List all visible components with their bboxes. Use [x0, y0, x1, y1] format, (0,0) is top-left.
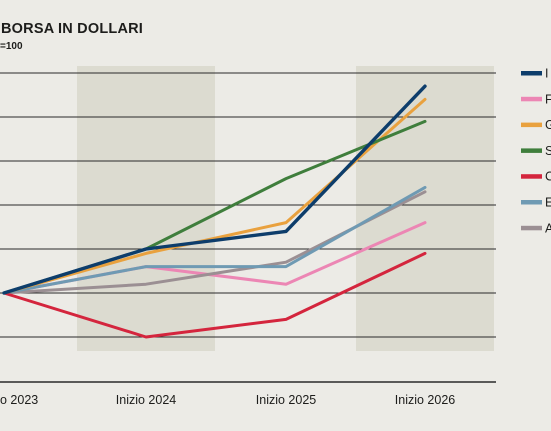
shaded-band [77, 66, 215, 351]
legend-swatch [521, 122, 542, 128]
shaded-band [356, 66, 494, 351]
chart-subtitle: =100 [0, 41, 23, 52]
series-line-e [2, 185, 427, 295]
legend-label: E [545, 196, 551, 210]
series-line-i [2, 84, 427, 295]
series-lines [2, 84, 427, 339]
legend-label: G [545, 118, 551, 132]
legend-swatch [521, 225, 542, 231]
legend-swatch [521, 96, 542, 102]
x-tick-label: o 2023 [0, 393, 38, 407]
shaded-bands [77, 66, 494, 351]
legend-swatch [521, 71, 542, 76]
legend-swatch [521, 174, 542, 179]
chart-title: BORSA IN DOLLARI [1, 21, 143, 37]
legend-label: S [545, 144, 551, 158]
x-tick-label: Inizio 2026 [395, 393, 456, 407]
series-line-c [2, 251, 427, 339]
legend-label: A [545, 221, 551, 235]
legend-label: F [545, 92, 551, 106]
legend-label: C [545, 170, 551, 184]
legend-label: I [545, 67, 548, 81]
legend-swatch [521, 200, 542, 205]
x-tick-label: Inizio 2025 [256, 393, 317, 407]
legend-swatch [521, 148, 542, 153]
x-tick-label: Inizio 2024 [116, 393, 177, 407]
gridlines [0, 72, 496, 383]
x-tick-labels: o 2023 Inizio 2024 Inizio 2025 Inizio 2026 [0, 393, 455, 407]
